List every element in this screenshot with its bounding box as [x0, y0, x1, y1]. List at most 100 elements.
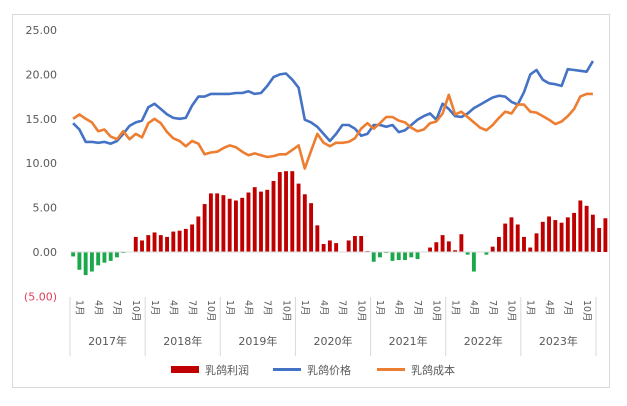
- profit-bar: [252, 187, 257, 252]
- month-tick-label: 10月: [130, 300, 141, 322]
- month-tick-label: 7月: [337, 300, 348, 316]
- profit-bar: [146, 235, 151, 252]
- profit-bar: [202, 204, 207, 252]
- month-tick-label: 10月: [581, 300, 592, 322]
- profit-bar: [221, 195, 226, 252]
- profit-bar: [102, 252, 107, 263]
- profit-bar: [302, 194, 307, 252]
- profit-bar: [603, 218, 608, 252]
- month-tick-label: 7月: [412, 300, 423, 316]
- profit-bar: [83, 252, 88, 276]
- profit-bar: [428, 247, 433, 252]
- profit-bar: [559, 222, 564, 252]
- profit-bar: [133, 236, 138, 252]
- profit-bar: [528, 247, 533, 252]
- profit-bar: [547, 216, 551, 252]
- month-tick-label: 10月: [205, 300, 216, 322]
- profit-bar: [96, 252, 101, 266]
- profit-bar: [115, 252, 119, 258]
- profit-bar: [71, 252, 76, 257]
- profit-bar: [572, 212, 577, 252]
- month-tick-label: 1月: [449, 300, 460, 316]
- month-tick-label: 1月: [524, 300, 535, 316]
- profit-bar: [108, 252, 113, 261]
- profit-bar: [140, 240, 144, 252]
- profit-bar: [496, 236, 501, 252]
- y-tick-label: 10.00: [26, 157, 58, 170]
- profit-bar: [403, 252, 407, 260]
- profit-bar: [208, 193, 213, 252]
- profit-bar: [227, 198, 232, 252]
- profit-bars: [71, 171, 608, 276]
- profit-bar: [296, 183, 301, 252]
- profit-bar: [334, 243, 339, 252]
- profit-bar: [215, 193, 220, 252]
- month-tick-label: 1月: [374, 300, 385, 316]
- profit-bar: [565, 217, 570, 252]
- legend-label: 乳鸽成本: [411, 363, 455, 377]
- y-tick-label: (5.00): [24, 290, 57, 303]
- month-tick-label: 1月: [299, 300, 310, 316]
- profit-bar: [233, 200, 238, 252]
- profit-bar: [152, 232, 157, 252]
- month-tick-label: 4月: [92, 300, 103, 316]
- profit-bar: [578, 200, 583, 252]
- profit-bar: [590, 214, 595, 252]
- y-axis: 25.00 20.00 15.00 10.00 5.00 0.00 (5.00): [24, 24, 57, 303]
- profit-bar: [459, 234, 464, 252]
- profit-bar: [440, 235, 445, 252]
- month-tick-label: 1月: [74, 300, 85, 316]
- profit-bar: [359, 236, 364, 252]
- profit-bar: [371, 252, 376, 262]
- profit-bar: [522, 236, 526, 252]
- profit-bar: [240, 197, 245, 252]
- profit-bar: [246, 192, 251, 252]
- x-axis: 1月 4月 7月 10月 2017年 1月 4月 7月 10月 2018年 1月 4月 7月 10月 201…: [69, 297, 597, 356]
- price-line: [72, 60, 595, 145]
- month-tick-label: 10月: [355, 300, 366, 322]
- profit-bar: [515, 224, 520, 252]
- month-tick-label: 7月: [261, 300, 272, 316]
- year-label: 2021年: [389, 334, 428, 348]
- month-tick-label: 10月: [506, 300, 517, 322]
- profit-bar: [309, 203, 314, 252]
- profit-bar: [534, 233, 539, 252]
- year-label: 2018年: [163, 334, 202, 348]
- profit-bar: [484, 252, 489, 255]
- year-label: 2020年: [314, 334, 353, 348]
- month-tick-label: 4月: [468, 300, 479, 316]
- profit-bar: [196, 216, 201, 252]
- profit-bar: [190, 224, 195, 252]
- y-tick-label: 20.00: [26, 68, 58, 81]
- profit-bar: [390, 252, 395, 261]
- month-tick-label: 1月: [149, 300, 160, 316]
- legend-swatch-profit: [171, 366, 199, 373]
- profit-bar: [490, 246, 495, 252]
- year-label: 2019年: [238, 334, 277, 348]
- profit-bar: [89, 252, 94, 272]
- profit-bar: [171, 231, 176, 252]
- legend-label: 乳鸽利润: [205, 363, 249, 377]
- profit-bar: [183, 228, 188, 252]
- profit-bar: [434, 242, 439, 252]
- profit-bar: [352, 236, 357, 252]
- month-tick-label: 7月: [186, 300, 197, 316]
- profit-bar: [290, 171, 295, 252]
- profit-bar: [77, 252, 82, 270]
- profit-bar: [277, 172, 282, 252]
- profit-bar: [265, 189, 270, 252]
- chart-frame: [12, 14, 610, 388]
- profit-bar: [177, 230, 182, 252]
- profit-bar: [584, 205, 589, 252]
- month-tick-label: 10月: [280, 300, 291, 322]
- profit-bar: [315, 225, 320, 252]
- profit-bar: [396, 252, 401, 260]
- profit-bar: [327, 240, 332, 252]
- year-label: 2023年: [539, 334, 578, 348]
- profit-bar: [409, 252, 414, 258]
- month-tick-label: 7月: [487, 300, 498, 316]
- profit-bar: [597, 228, 602, 252]
- profit-bar: [271, 180, 276, 252]
- month-tick-label: 4月: [243, 300, 254, 316]
